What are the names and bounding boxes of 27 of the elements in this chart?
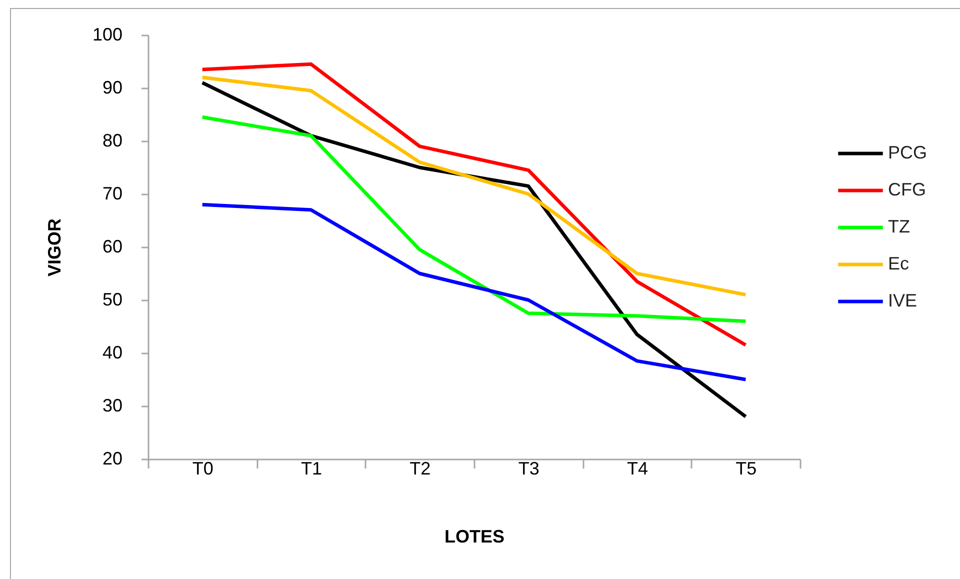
legend-label: CFG [888, 180, 926, 200]
line-series [200, 62, 748, 347]
x-tick-label: T5 [736, 458, 757, 478]
y-axis-title: VIGOR [44, 218, 64, 277]
x-tick-label: T1 [300, 458, 322, 478]
y-tick-label: 100 [92, 24, 122, 44]
legend-label: IVE [888, 290, 918, 310]
y-tick-label: 30 [102, 396, 122, 416]
y-tick-label: 50 [102, 290, 122, 310]
x-tick-label: T3 [518, 458, 540, 478]
legend-label: TZ [888, 216, 910, 236]
x-axis-title: LOTES [444, 526, 505, 546]
y-tick-label: 90 [102, 78, 122, 98]
y-tick-label: 70 [102, 184, 122, 204]
legend-label: PCG [888, 142, 928, 162]
x-tick-label: T0 [192, 458, 214, 478]
line-series [200, 76, 748, 296]
y-tick-label: 40 [102, 342, 122, 362]
y-tick-label: 80 [102, 130, 122, 150]
line-series [200, 115, 748, 323]
x-tick-label: T2 [410, 458, 431, 478]
line-series [200, 202, 748, 382]
y-tick-label: 60 [102, 236, 122, 256]
y-tick-label: 20 [102, 448, 122, 468]
x-tick-label: T4 [626, 458, 648, 478]
line-series [200, 80, 748, 418]
legend-label: Ec [888, 254, 910, 274]
